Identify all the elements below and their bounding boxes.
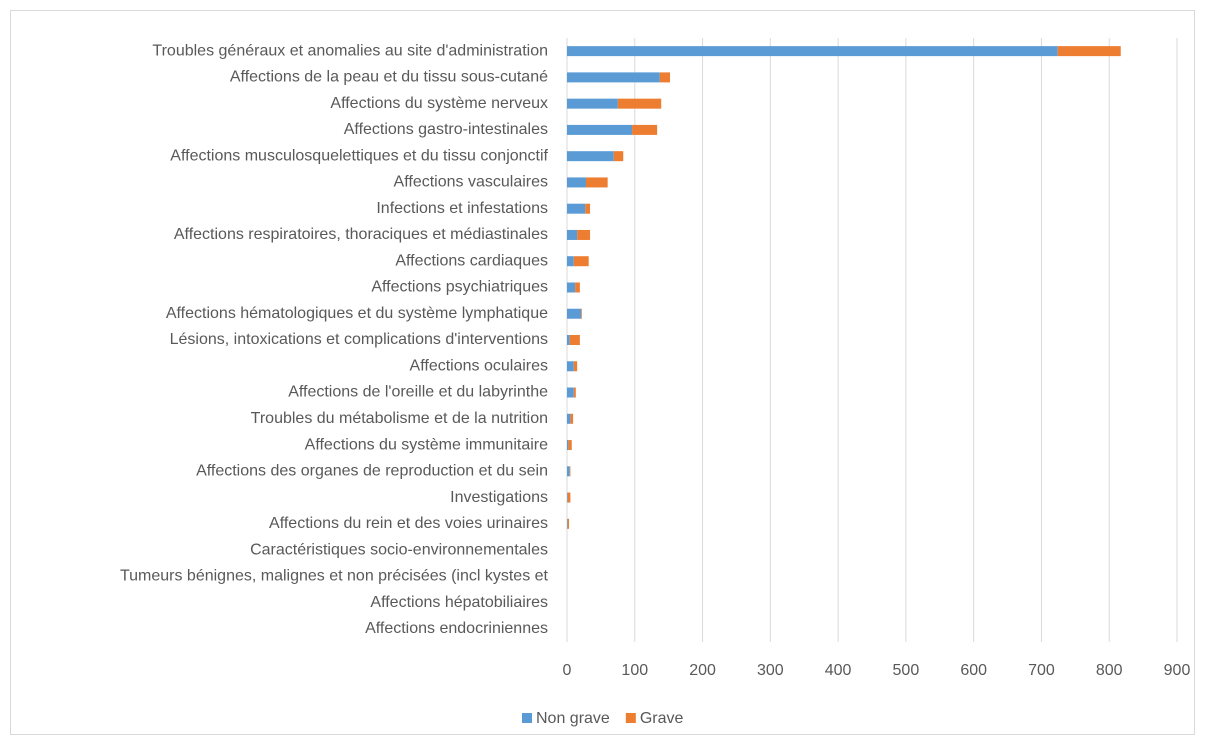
- bar-segment: [567, 466, 570, 477]
- y-tick-label: Tumeurs bénignes, malignes et non précis…: [120, 568, 549, 585]
- bar-segment: [569, 335, 580, 345]
- y-tick-label: Investigations: [450, 489, 548, 506]
- bar-segment: [573, 387, 576, 398]
- x-tick-label: 600: [960, 662, 987, 679]
- bar-segment: [617, 98, 662, 109]
- x-tick-label: 0: [563, 662, 572, 679]
- y-tick-label: Affections du système immunitaire: [305, 436, 548, 453]
- bar-segment: [567, 440, 569, 451]
- legend-label: Non grave: [536, 710, 610, 727]
- legend-label: Grave: [640, 710, 684, 727]
- bar-segment: [567, 151, 614, 162]
- bar-segment: [567, 98, 618, 109]
- y-tick-label: Affections musculosquelettiques et du ti…: [170, 147, 548, 164]
- y-tick-label: Caractéristiques socio-environnementales: [250, 541, 548, 558]
- bar-segment: [567, 413, 571, 424]
- bar-segment: [581, 308, 582, 319]
- bar-segment: [577, 229, 591, 240]
- y-tick-label: Affections respiratoires, thoraciques et…: [174, 226, 548, 243]
- bar-segment: [567, 361, 574, 372]
- y-tick-label: Affections hématologiques et du système …: [166, 305, 548, 322]
- x-tick-label: 100: [621, 662, 648, 679]
- bar-segment: [567, 518, 570, 529]
- bar-segment: [567, 308, 582, 319]
- x-tick-label: 300: [757, 662, 784, 679]
- bar-segment: [568, 440, 572, 451]
- y-tick-label: Affections psychiatriques: [371, 279, 548, 296]
- x-tick-label: 500: [893, 662, 920, 679]
- y-tick-label: Affections hépatobiliaires: [370, 594, 548, 611]
- chart-border: [10, 10, 1195, 735]
- bar-segment: [632, 124, 658, 135]
- bar-segment: [567, 46, 1058, 57]
- bar-segment: [575, 282, 580, 293]
- bar-segment: [570, 413, 574, 424]
- bar-segment: [567, 177, 586, 188]
- y-tick-label: Troubles du métabolisme et de la nutriti…: [251, 410, 548, 427]
- bar-segment: [573, 361, 578, 372]
- y-tick-label: Affections gastro-intestinales: [344, 121, 548, 138]
- bar-segment: [567, 518, 568, 529]
- y-tick-label: Affections des organes de reproduction e…: [196, 463, 548, 480]
- bar-segment: [613, 151, 624, 162]
- y-tick-label: Affections vasculaires: [394, 174, 548, 191]
- legend-swatch: [522, 713, 532, 723]
- y-tick-label: Affections endocriniennes: [365, 620, 548, 637]
- bar-segment: [567, 492, 568, 503]
- bar-segment: [567, 335, 570, 345]
- x-tick-label: 700: [1028, 662, 1055, 679]
- legend-swatch: [625, 713, 636, 723]
- bar-segment: [567, 387, 574, 398]
- bar-segment: [585, 203, 591, 214]
- y-tick-label: Affections de la peau et du tissu sous-c…: [230, 69, 548, 86]
- bar-segment: [569, 466, 571, 477]
- y-tick-label: Affections oculaires: [410, 357, 548, 374]
- bar-segment: [573, 256, 589, 267]
- bar-segment: [567, 492, 571, 503]
- x-tick-label: 900: [1164, 662, 1191, 679]
- y-tick-label: Affections du système nerveux: [330, 95, 548, 112]
- y-tick-label: Affections de l'oreille et du labyrinthe: [288, 384, 548, 401]
- bar-segment: [585, 177, 608, 188]
- y-tick-label: Affections du rein et des voies urinaire…: [269, 515, 548, 532]
- bar-segment: [567, 72, 660, 83]
- bar-segment: [567, 256, 574, 267]
- bar-segment: [567, 282, 576, 293]
- y-tick-label: Troubles généraux et anomalies au site d…: [152, 42, 548, 59]
- x-tick-label: 400: [825, 662, 852, 679]
- y-tick-label: Lésions, intoxications et complications …: [170, 331, 548, 348]
- y-tick-label: Infections et infestations: [376, 200, 548, 217]
- bar-segment: [567, 124, 633, 135]
- bar-segment: [567, 203, 586, 214]
- x-tick-label: 800: [1096, 662, 1123, 679]
- x-tick-label: 200: [689, 662, 716, 679]
- y-tick-label: Affections cardiaques: [395, 252, 548, 269]
- bar-segment: [567, 229, 578, 240]
- bar-segment: [1057, 46, 1121, 57]
- bar-segment: [659, 72, 671, 83]
